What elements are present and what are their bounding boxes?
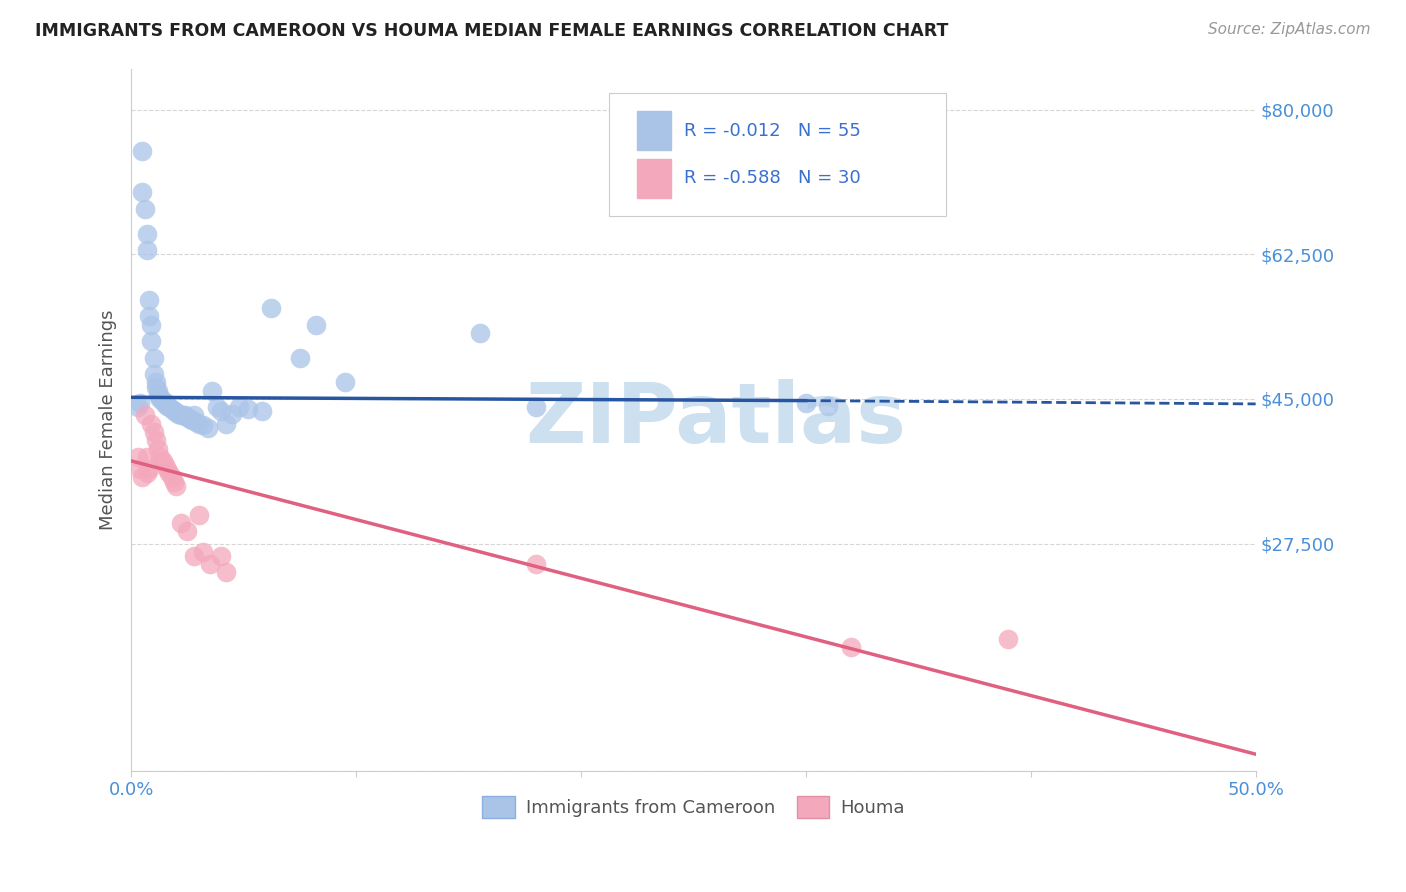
Point: [228, 401, 250, 415]
Point: [305, 318, 328, 332]
Point: [160, 401, 183, 416]
Point: [163, 403, 186, 417]
Point: [997, 632, 1019, 646]
Text: R = -0.012   N = 55: R = -0.012 N = 55: [685, 121, 862, 139]
Point: [136, 244, 159, 258]
Point: [170, 409, 193, 423]
Point: [160, 470, 183, 484]
Point: [193, 545, 215, 559]
Point: [250, 404, 273, 418]
Point: [172, 409, 194, 423]
Point: [193, 418, 215, 433]
Point: [138, 310, 160, 324]
Point: [187, 417, 209, 431]
Point: [174, 409, 197, 423]
Point: [131, 470, 153, 484]
Legend: Immigrants from Cameroon, Houma: Immigrants from Cameroon, Houma: [475, 789, 911, 825]
Point: [156, 462, 179, 476]
Point: [167, 407, 190, 421]
Point: [198, 557, 221, 571]
Point: [817, 399, 839, 413]
Point: [176, 410, 198, 425]
Point: [148, 384, 170, 398]
Point: [138, 293, 160, 307]
Text: ZIPatlas: ZIPatlas: [526, 379, 907, 460]
Point: [524, 401, 547, 415]
Point: [127, 450, 149, 464]
Point: [136, 450, 159, 464]
Point: [201, 384, 224, 398]
FancyBboxPatch shape: [637, 159, 671, 198]
Point: [209, 549, 232, 563]
Point: [159, 401, 181, 415]
Text: IMMIGRANTS FROM CAMEROON VS HOUMA MEDIAN FEMALE EARNINGS CORRELATION CHART: IMMIGRANTS FROM CAMEROON VS HOUMA MEDIAN…: [35, 22, 949, 40]
Point: [209, 404, 232, 418]
Point: [165, 478, 187, 492]
Point: [142, 367, 165, 381]
Point: [839, 640, 862, 654]
Point: [163, 475, 186, 489]
Point: [186, 415, 208, 429]
Point: [152, 393, 174, 408]
Point: [205, 401, 228, 415]
FancyBboxPatch shape: [609, 93, 946, 216]
Point: [468, 326, 491, 340]
Point: [148, 442, 170, 456]
Point: [153, 395, 176, 409]
Point: [142, 351, 165, 365]
Point: [152, 454, 174, 468]
Point: [159, 467, 181, 481]
Point: [176, 524, 198, 538]
Point: [149, 392, 172, 406]
FancyBboxPatch shape: [637, 112, 671, 150]
Point: [156, 399, 179, 413]
Point: [183, 409, 205, 423]
Point: [221, 407, 243, 421]
Point: [129, 396, 152, 410]
Point: [179, 411, 201, 425]
Point: [149, 450, 172, 464]
Point: [149, 390, 172, 404]
Point: [131, 144, 153, 158]
Point: [181, 413, 204, 427]
Point: [288, 351, 311, 365]
Point: [145, 376, 167, 390]
Point: [524, 557, 547, 571]
Point: [148, 388, 170, 402]
Point: [129, 462, 152, 476]
Point: [145, 434, 167, 448]
Point: [141, 334, 163, 348]
Point: [153, 397, 176, 411]
Point: [333, 376, 356, 390]
Point: [136, 227, 159, 241]
Point: [260, 301, 283, 315]
Point: [131, 186, 153, 200]
Text: R = -0.588   N = 30: R = -0.588 N = 30: [685, 169, 862, 187]
Point: [145, 379, 167, 393]
Point: [136, 467, 159, 481]
Point: [183, 549, 205, 563]
Y-axis label: Median Female Earnings: Median Female Earnings: [100, 310, 117, 530]
Point: [197, 421, 219, 435]
Point: [127, 401, 149, 415]
Point: [141, 318, 163, 332]
Point: [238, 401, 260, 416]
Point: [170, 516, 193, 530]
Point: [134, 202, 156, 216]
Point: [138, 462, 160, 476]
Point: [187, 508, 209, 522]
Point: [134, 409, 156, 423]
Point: [165, 405, 187, 419]
Point: [142, 425, 165, 439]
Point: [215, 566, 238, 580]
Point: [215, 417, 238, 431]
Point: [141, 417, 163, 431]
Point: [153, 458, 176, 472]
Text: Source: ZipAtlas.com: Source: ZipAtlas.com: [1208, 22, 1371, 37]
Point: [794, 396, 817, 410]
